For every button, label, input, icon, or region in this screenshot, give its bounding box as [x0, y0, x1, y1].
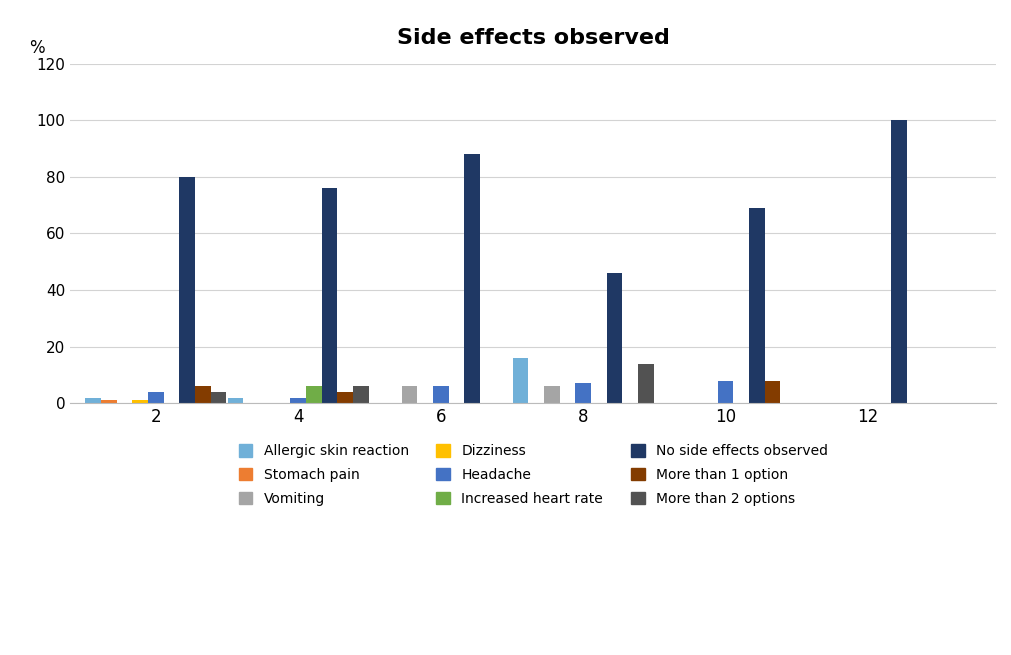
Bar [306, 386, 321, 403]
Legend: Allergic skin reaction, Stomach pain, Vomiting, Dizziness, Headache, Increased h: Allergic skin reaction, Stomach pain, Vo… [239, 444, 828, 506]
Bar [575, 383, 590, 403]
Bar [464, 154, 480, 403]
Bar [433, 386, 449, 403]
Bar [544, 386, 559, 403]
Bar [401, 386, 418, 403]
Bar [718, 381, 733, 403]
Bar [764, 381, 780, 403]
Bar [749, 208, 764, 403]
Bar [321, 188, 338, 403]
Bar [638, 364, 653, 403]
Title: Side effects observed: Side effects observed [396, 28, 669, 48]
Bar [353, 386, 369, 403]
Bar [892, 120, 907, 403]
Bar [210, 392, 226, 403]
Bar [148, 392, 164, 403]
Bar [607, 273, 622, 403]
Bar [179, 177, 195, 403]
Text: %: % [29, 39, 44, 57]
Bar [338, 392, 353, 403]
Bar [101, 400, 116, 403]
Bar [195, 386, 210, 403]
Bar [290, 398, 306, 403]
Bar [227, 398, 244, 403]
Bar [132, 400, 148, 403]
Bar [85, 398, 101, 403]
Bar [513, 358, 529, 403]
